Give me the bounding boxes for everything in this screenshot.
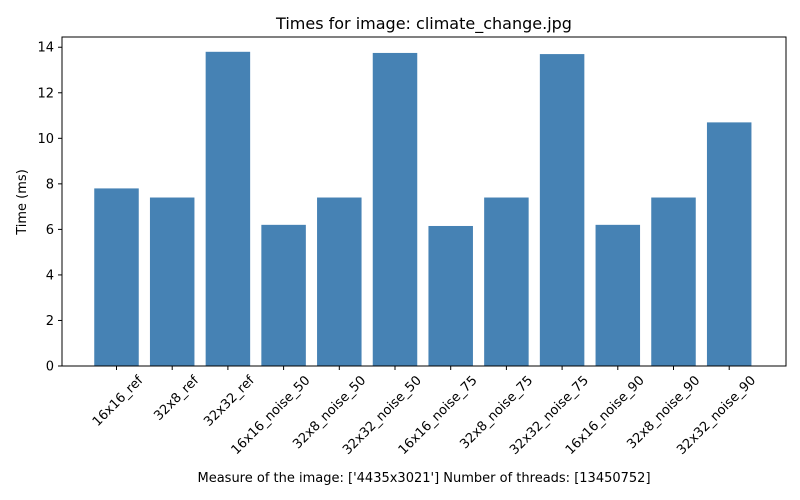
y-tick-label: 10 [37, 132, 54, 147]
y-tick-label: 14 [37, 41, 54, 56]
bar-32x8_noise_75 [484, 197, 529, 366]
x-axis-label: Measure of the image: ['4435x3021'] Numb… [197, 471, 650, 486]
bar-16x16_ref [94, 188, 139, 366]
bars-layer [94, 51, 752, 367]
bar-32x32_noise_50 [372, 52, 418, 366]
chart-title: Times for image: climate_change.jpg [275, 14, 572, 34]
x-tick-label: 32x32_ref [201, 373, 258, 430]
y-tick-label: 2 [46, 314, 54, 329]
x-axis: 16x16_ref 32x8_ref 32x32_ref16x16_noise_50… [90, 366, 759, 458]
y-axis-label: Time (ms) [15, 169, 30, 236]
bar-32x8_noise_90 [651, 197, 696, 366]
plot-frame [61, 36, 787, 367]
bar-32x32_ref [205, 51, 251, 367]
y-tick-label: 4 [46, 268, 54, 283]
y-tick-label: 8 [46, 177, 54, 192]
x-tick-label: 16x16_ref [90, 373, 147, 430]
bar-32x32_noise_75 [539, 54, 585, 366]
bar-16x16_noise_50 [261, 224, 306, 366]
bar-32x8_noise_50 [317, 197, 362, 366]
x-tick-label: 32x8_ref [151, 373, 202, 424]
y-tick-label: 6 [46, 223, 54, 238]
bar-16x16_noise_90 [595, 224, 641, 366]
bar-32x8_ref [149, 197, 195, 366]
bar-32x32_noise_90 [706, 122, 752, 366]
y-tick-label: 12 [37, 86, 54, 101]
y-tick-label: 0 [46, 360, 54, 375]
bar-16x16_noise_75 [428, 225, 473, 366]
y-axis: 0 2 4 6 8 10 12 14 [37, 41, 62, 375]
